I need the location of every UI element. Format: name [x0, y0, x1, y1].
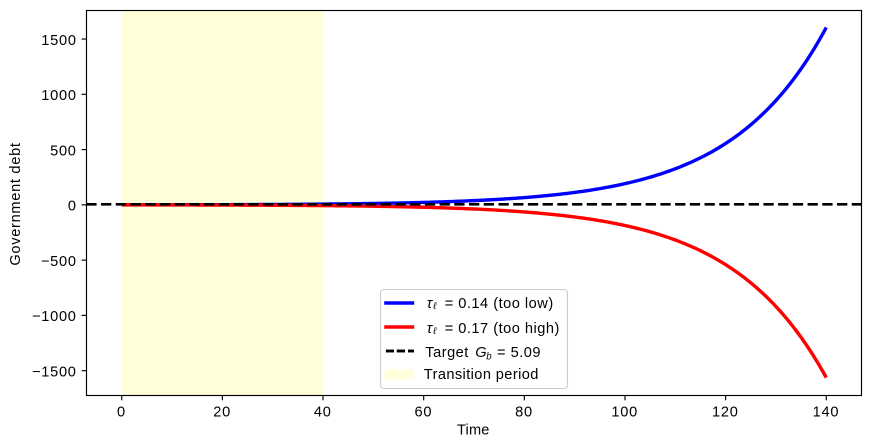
svg-text:40: 40 — [314, 404, 332, 420]
svg-text:1500: 1500 — [41, 33, 76, 49]
svg-text:Transition period: Transition period — [424, 367, 539, 383]
svg-text:Government debt: Government debt — [8, 142, 24, 265]
svg-text:100: 100 — [611, 404, 638, 420]
svg-text:20: 20 — [213, 404, 231, 420]
svg-text:τℓ= 0.17 (too high): τℓ = 0.17 (too high) — [427, 321, 560, 337]
svg-text:120: 120 — [712, 404, 739, 420]
svg-text:Time: Time — [457, 423, 490, 439]
svg-text:60: 60 — [415, 404, 433, 420]
svg-text:140: 140 — [813, 404, 840, 420]
svg-text:−1500: −1500 — [32, 364, 77, 380]
svg-text:1000: 1000 — [41, 88, 76, 104]
svg-text:Target Gb= 5.09: Target Gb = 5.09 — [425, 345, 541, 362]
svg-text:0: 0 — [117, 404, 126, 420]
svg-text:τℓ= 0.14 (too low): τℓ = 0.14 (too low) — [427, 296, 554, 312]
svg-text:500: 500 — [50, 143, 77, 159]
svg-text:80: 80 — [515, 404, 533, 420]
svg-text:−500: −500 — [41, 254, 77, 270]
svg-text:0: 0 — [68, 199, 77, 215]
svg-text:−1000: −1000 — [32, 309, 77, 325]
